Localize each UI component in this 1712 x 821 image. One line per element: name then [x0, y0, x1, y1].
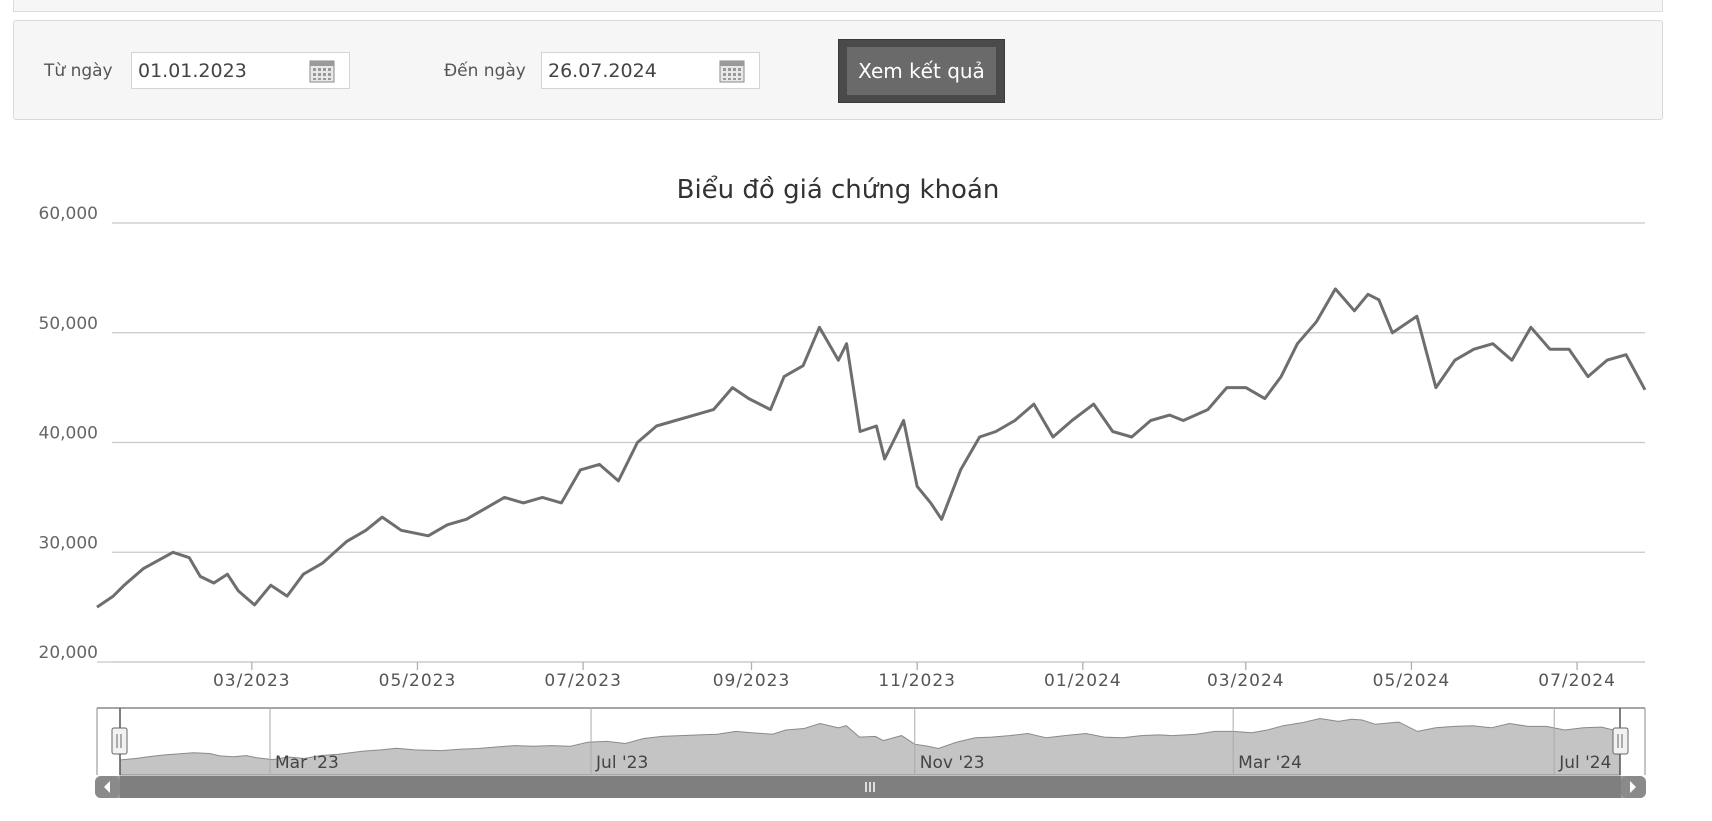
view-results-button[interactable]: Xem kết quả [838, 39, 1005, 103]
x-tick-label: 03/2023 [213, 671, 291, 691]
y-tick-label: 20,000 [39, 643, 98, 663]
navigator-tick-label: Mar '24 [1238, 753, 1302, 773]
chart-title: Biểu đồ giá chứng khoán [677, 174, 1000, 205]
navigator-handle-left[interactable] [111, 727, 128, 755]
navigator-ticks: Mar '23 Jul '23 Nov '23 Mar '24 Jul '24 [269, 708, 1611, 775]
y-axis: 20,000 30,000 40,000 50,000 60,000 [39, 204, 98, 663]
x-tick-label: 03/2024 [1207, 671, 1285, 691]
to-date-field[interactable]: 26.07.2024 [541, 52, 760, 89]
from-date-field[interactable]: 01.01.2023 [131, 52, 350, 89]
to-date-label: Đến ngày [444, 61, 526, 81]
from-date-label: Từ ngày [44, 61, 113, 81]
x-tick-label: 01/2024 [1044, 671, 1122, 691]
calendar-icon[interactable] [309, 59, 335, 83]
grid-lines [112, 222, 1645, 663]
x-tick-label: 05/2023 [379, 671, 457, 691]
scroll-left-button[interactable] [95, 776, 120, 798]
stock-price-chart: Biểu đồ giá chứng khoán 20,000 30,000 40,0… [39, 174, 1647, 798]
navigator-tick-label: Mar '23 [275, 753, 339, 773]
x-tick-label: 07/2023 [544, 671, 622, 691]
view-results-label: Xem kết quả [847, 47, 996, 95]
scroll-grip-icon [865, 782, 875, 792]
arrow-right-icon [1630, 781, 1636, 793]
from-date-value: 01.01.2023 [138, 60, 247, 82]
x-tick-label: 09/2023 [713, 671, 791, 691]
scrollbar[interactable] [95, 776, 1646, 798]
x-tick-label: 11/2023 [878, 671, 956, 691]
to-date-value: 26.07.2024 [548, 60, 657, 82]
scroll-right-button[interactable] [1621, 776, 1646, 798]
top-panel-edge [13, 0, 1663, 12]
y-tick-label: 60,000 [39, 204, 98, 224]
arrow-left-icon [104, 781, 110, 793]
navigator-tick-label: Jul '23 [595, 753, 648, 773]
navigator-tick-label: Jul '24 [1558, 753, 1611, 773]
y-tick-label: 50,000 [39, 314, 98, 334]
price-series-line [96, 287, 1647, 609]
y-tick-label: 30,000 [39, 533, 98, 553]
navigator[interactable]: Mar '23 Jul '23 Nov '23 Mar '24 Jul '24 [96, 707, 1646, 776]
navigator-area [119, 717, 1621, 776]
x-axis: 03/2023 05/2023 07/2023 09/2023 11/2023 01/20… [97, 661, 1645, 691]
y-tick-label: 40,000 [39, 424, 98, 444]
navigator-handle-right[interactable] [1612, 727, 1629, 755]
calendar-icon[interactable] [719, 59, 745, 83]
x-tick-label: 05/2024 [1373, 671, 1451, 691]
navigator-tick-label: Nov '23 [920, 753, 985, 773]
x-tick-label: 07/2024 [1538, 671, 1616, 691]
